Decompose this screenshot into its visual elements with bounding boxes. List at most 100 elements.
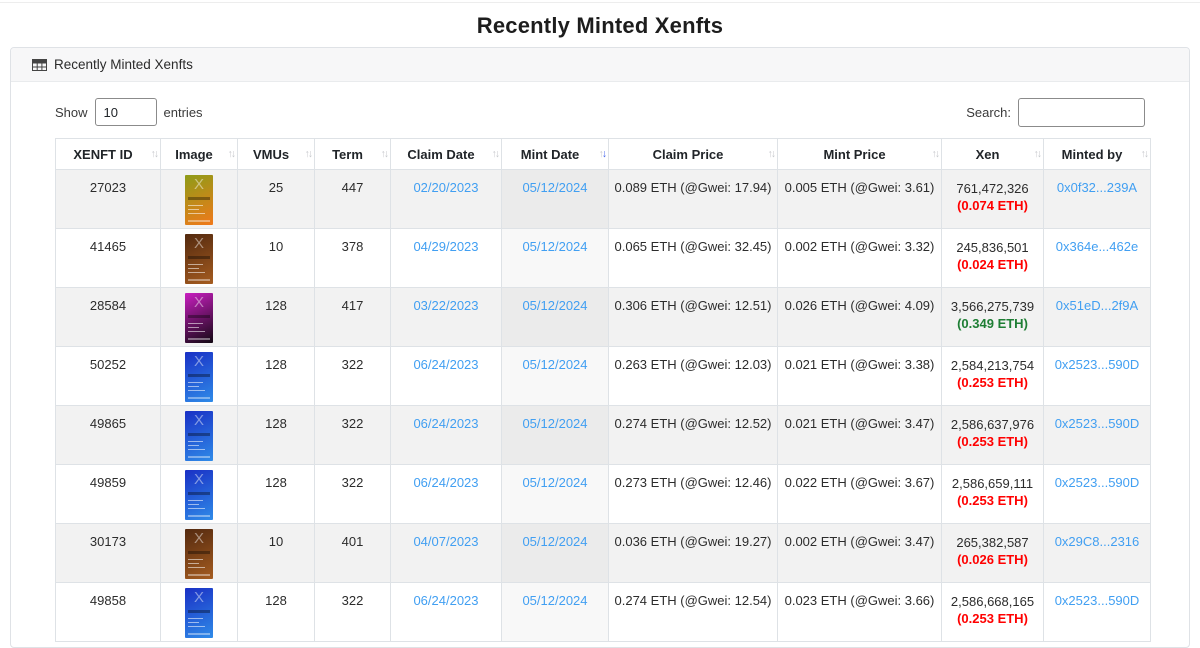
sort-desc-icon[interactable]: ↓ (934, 148, 940, 160)
minted-by-link[interactable]: 0x2523...590D (1054, 475, 1140, 490)
mint-date-link[interactable]: 05/12/2024 (522, 534, 588, 549)
column-header[interactable]: Term ↑ ↓ (314, 138, 391, 170)
claim-date-link[interactable]: 06/24/2023 (413, 357, 479, 372)
thumb-title-band (188, 374, 210, 377)
table-row: 49865 X 128 322 06/24/2023 05/12/2024 0.… (55, 405, 1151, 465)
sort-asc-icon[interactable]: ↑ (1140, 148, 1146, 160)
sort-asc-icon[interactable]: ↑ (304, 148, 310, 160)
sort-asc-icon[interactable]: ↑ (1033, 148, 1039, 160)
claim-date-link[interactable]: 04/07/2023 (413, 534, 479, 549)
sort-icons: ↑ ↓ (767, 148, 777, 160)
sort-asc-icon[interactable]: ↑ (931, 148, 937, 160)
cell-term: 322 (314, 582, 391, 642)
search-input[interactable] (1018, 97, 1145, 127)
minted-by-link[interactable]: 0x364e...462e (1055, 239, 1139, 254)
sort-desc-icon[interactable]: ↓ (307, 148, 313, 160)
table-row: 27023 X 25 447 02/20/2023 05/12/2024 0.0… (55, 169, 1151, 229)
card-header-label: Recently Minted Xenfts (54, 57, 193, 72)
mint-date-link[interactable]: 05/12/2024 (522, 416, 588, 431)
xenft-art-brown[interactable]: X (185, 529, 213, 579)
cell-claim-price: 0.306 ETH (@Gwei: 12.51) (608, 287, 778, 347)
cell-xen: 2,586,668,165 (0.253 ETH) (941, 582, 1044, 642)
search-control: Search: (966, 97, 1145, 127)
column-header[interactable]: Image ↑ ↓ (160, 138, 238, 170)
cell-claim-date: 06/24/2023 (390, 405, 502, 465)
column-header[interactable]: Claim Date ↑ ↓ (390, 138, 502, 170)
sort-desc-icon[interactable]: ↓ (153, 148, 159, 160)
sort-desc-icon[interactable]: ↓ (383, 148, 389, 160)
sort-desc-icon[interactable]: ↓ (230, 148, 236, 160)
thumb-x-glyph: X (193, 294, 204, 311)
xenft-art-green-orange[interactable]: X (185, 175, 213, 225)
claim-date-link[interactable]: 06/24/2023 (413, 593, 479, 608)
cell-mint-date: 05/12/2024 (501, 405, 609, 465)
entries-input[interactable] (94, 98, 157, 126)
minted-by-link[interactable]: 0x29C8...2316 (1054, 534, 1140, 549)
claim-date-link[interactable]: 06/24/2023 (413, 416, 479, 431)
sort-asc-icon[interactable]: ↑ (767, 148, 773, 160)
thumb-title-band (188, 197, 210, 200)
minted-by-link[interactable]: 0x2523...590D (1054, 357, 1140, 372)
table-controls: Show entries Search: (55, 97, 1145, 127)
cell-xen: 2,584,213,754 (0.253 ETH) (941, 346, 1044, 406)
sort-desc-icon[interactable]: ↓ (601, 148, 607, 160)
minted-by-link[interactable]: 0x0f32...239A (1056, 180, 1138, 195)
column-header[interactable]: Minted by ↑ ↓ (1043, 138, 1151, 170)
sort-asc-icon[interactable]: ↑ (150, 148, 156, 160)
column-header[interactable]: Mint Date ↑ ↓ (501, 138, 609, 170)
sort-desc-icon[interactable]: ↓ (770, 148, 776, 160)
claim-date-link[interactable]: 03/22/2023 (413, 298, 479, 313)
xen-amount: 2,586,637,976 (950, 417, 1035, 432)
thumb-x-glyph: X (193, 471, 204, 488)
cell-mint-price: 0.021 ETH (@Gwei: 3.38) (777, 346, 942, 406)
sort-asc-icon[interactable]: ↑ (227, 148, 233, 160)
minted-by-link[interactable]: 0x51eD...2f9A (1055, 298, 1139, 313)
minted-by-link[interactable]: 0x2523...590D (1054, 416, 1140, 431)
sort-icons: ↑ ↓ (380, 148, 390, 160)
sort-desc-icon[interactable]: ↓ (1143, 148, 1149, 160)
thumb-x-glyph: X (193, 589, 204, 606)
thumb-x-glyph: X (193, 412, 204, 429)
sort-icons: ↑ ↓ (304, 148, 314, 160)
cell-mint-price: 0.026 ETH (@Gwei: 4.09) (777, 287, 942, 347)
column-header[interactable]: Mint Price ↑ ↓ (777, 138, 942, 170)
claim-date-link[interactable]: 02/20/2023 (413, 180, 479, 195)
cell-claim-date: 03/22/2023 (390, 287, 502, 347)
claim-date-link[interactable]: 04/29/2023 (413, 239, 479, 254)
mint-date-link[interactable]: 05/12/2024 (522, 239, 588, 254)
cell-xen: 245,836,501 (0.024 ETH) (941, 228, 1044, 288)
claim-date-link[interactable]: 06/24/2023 (413, 475, 479, 490)
xenft-art-blue[interactable]: X (185, 470, 213, 520)
column-header-label: Mint Price (823, 146, 886, 162)
cell-minted-by: 0x29C8...2316 (1043, 523, 1151, 583)
xenft-art-blue[interactable]: X (185, 411, 213, 461)
cell-mint-price: 0.021 ETH (@Gwei: 3.47) (777, 405, 942, 465)
thumb-title-band (188, 492, 210, 495)
column-header[interactable]: Xen ↑ ↓ (941, 138, 1044, 170)
xenft-art-blue[interactable]: X (185, 352, 213, 402)
cell-claim-date: 02/20/2023 (390, 169, 502, 229)
mint-date-link[interactable]: 05/12/2024 (522, 180, 588, 195)
thumb-title-band (188, 433, 210, 436)
sort-desc-icon[interactable]: ↓ (494, 148, 500, 160)
sort-asc-icon[interactable]: ↑ (491, 148, 497, 160)
sort-asc-icon[interactable]: ↑ (380, 148, 386, 160)
column-header[interactable]: XENFT ID ↑ ↓ (55, 138, 161, 170)
column-header[interactable]: Claim Price ↑ ↓ (608, 138, 778, 170)
mint-date-link[interactable]: 05/12/2024 (522, 357, 588, 372)
sort-desc-icon[interactable]: ↓ (1036, 148, 1042, 160)
cell-xenft-id: 30173 (55, 523, 161, 583)
cell-image: X (160, 523, 238, 583)
cell-xen: 761,472,326 (0.074 ETH) (941, 169, 1044, 229)
xenft-art-blue[interactable]: X (185, 588, 213, 638)
mint-date-link[interactable]: 05/12/2024 (522, 593, 588, 608)
mint-date-link[interactable]: 05/12/2024 (522, 475, 588, 490)
minted-by-link[interactable]: 0x2523...590D (1054, 593, 1140, 608)
sort-asc-icon[interactable]: ↑ (598, 148, 604, 160)
cell-xenft-id: 27023 (55, 169, 161, 229)
cell-image: X (160, 346, 238, 406)
column-header[interactable]: VMUs ↑ ↓ (237, 138, 315, 170)
xenft-art-brown[interactable]: X (185, 234, 213, 284)
mint-date-link[interactable]: 05/12/2024 (522, 298, 588, 313)
xenft-art-magenta-black[interactable]: X (185, 293, 213, 343)
